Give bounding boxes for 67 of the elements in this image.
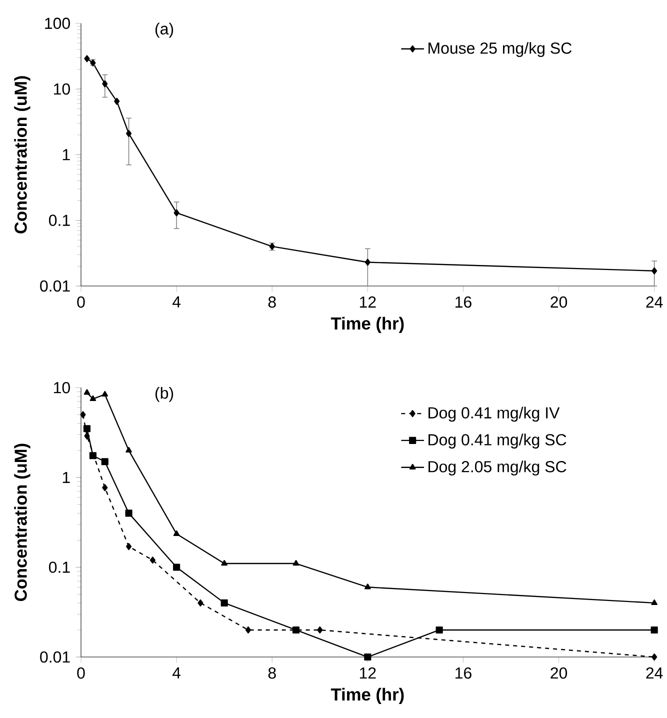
x-tick-label: 20 <box>550 296 568 308</box>
point <box>198 599 204 606</box>
point <box>174 530 180 536</box>
point <box>114 98 120 105</box>
x-axis-title: Time (hr) <box>331 316 404 334</box>
y-tick-label: 1 <box>63 472 70 483</box>
point <box>293 560 300 566</box>
point <box>173 564 180 571</box>
legend-label: Dog 0.41 mg/kg SC <box>428 434 566 449</box>
x-tick-label: 8 <box>268 296 276 308</box>
y-tick-label: 0.1 <box>49 562 70 573</box>
point <box>102 458 109 466</box>
legend-label: Dog 2.05 mg/kg SC <box>428 460 566 476</box>
x-tick-label: 4 <box>172 667 181 678</box>
point <box>365 258 371 266</box>
x-tick-label: 24 <box>646 667 663 679</box>
y-tick-label: 10 <box>54 83 70 95</box>
x-tick-label: 0 <box>77 296 86 308</box>
legend-label: Mouse 25 mg/kg SC <box>428 42 572 57</box>
x-tick-label: 16 <box>456 667 472 679</box>
y-axis-title: Concentration (uM) <box>14 76 30 234</box>
x-tick-label: 8 <box>268 667 276 679</box>
annotation: (b) <box>156 387 174 402</box>
legend-label: Dog 0.41 mg/kg IV <box>428 406 560 422</box>
y-tick-label: 0.01 <box>40 280 70 292</box>
point <box>652 267 658 274</box>
point <box>80 411 86 418</box>
point <box>102 390 108 397</box>
point <box>364 653 372 661</box>
point <box>90 452 97 460</box>
x-tick-label: 16 <box>456 296 472 308</box>
point <box>126 130 132 138</box>
point <box>652 653 658 661</box>
point <box>246 626 252 634</box>
point <box>84 55 90 62</box>
y-tick-label: 10 <box>54 382 70 394</box>
x-tick-label: 12 <box>360 667 376 679</box>
point <box>102 80 108 88</box>
point <box>317 626 323 634</box>
point <box>436 626 444 634</box>
point <box>150 556 156 564</box>
point <box>650 626 658 634</box>
point <box>220 599 228 606</box>
y-tick-label: 0.1 <box>49 214 70 226</box>
y-tick-label: 1 <box>63 149 70 160</box>
x-tick-label: 12 <box>360 296 376 308</box>
point <box>125 510 132 517</box>
x-tick-label: 4 <box>172 296 181 308</box>
x-tick-label: 20 <box>550 667 568 679</box>
point <box>84 425 91 432</box>
point <box>126 446 132 452</box>
y-tick-label: 0.01 <box>40 651 70 663</box>
point <box>126 543 132 550</box>
point <box>221 560 228 566</box>
x-axis-title: Time (hr) <box>331 688 404 704</box>
point <box>84 432 90 440</box>
point <box>84 389 90 395</box>
point <box>364 584 371 590</box>
annotation: (a) <box>156 22 174 38</box>
point <box>90 395 96 401</box>
y-axis-title: Concentration (uM) <box>14 444 30 602</box>
y-tick-label: 100 <box>45 18 70 29</box>
point <box>651 599 658 606</box>
point <box>102 484 108 492</box>
x-tick-label: 24 <box>646 296 663 308</box>
point <box>174 209 180 216</box>
x-tick-label: 0 <box>77 667 86 679</box>
